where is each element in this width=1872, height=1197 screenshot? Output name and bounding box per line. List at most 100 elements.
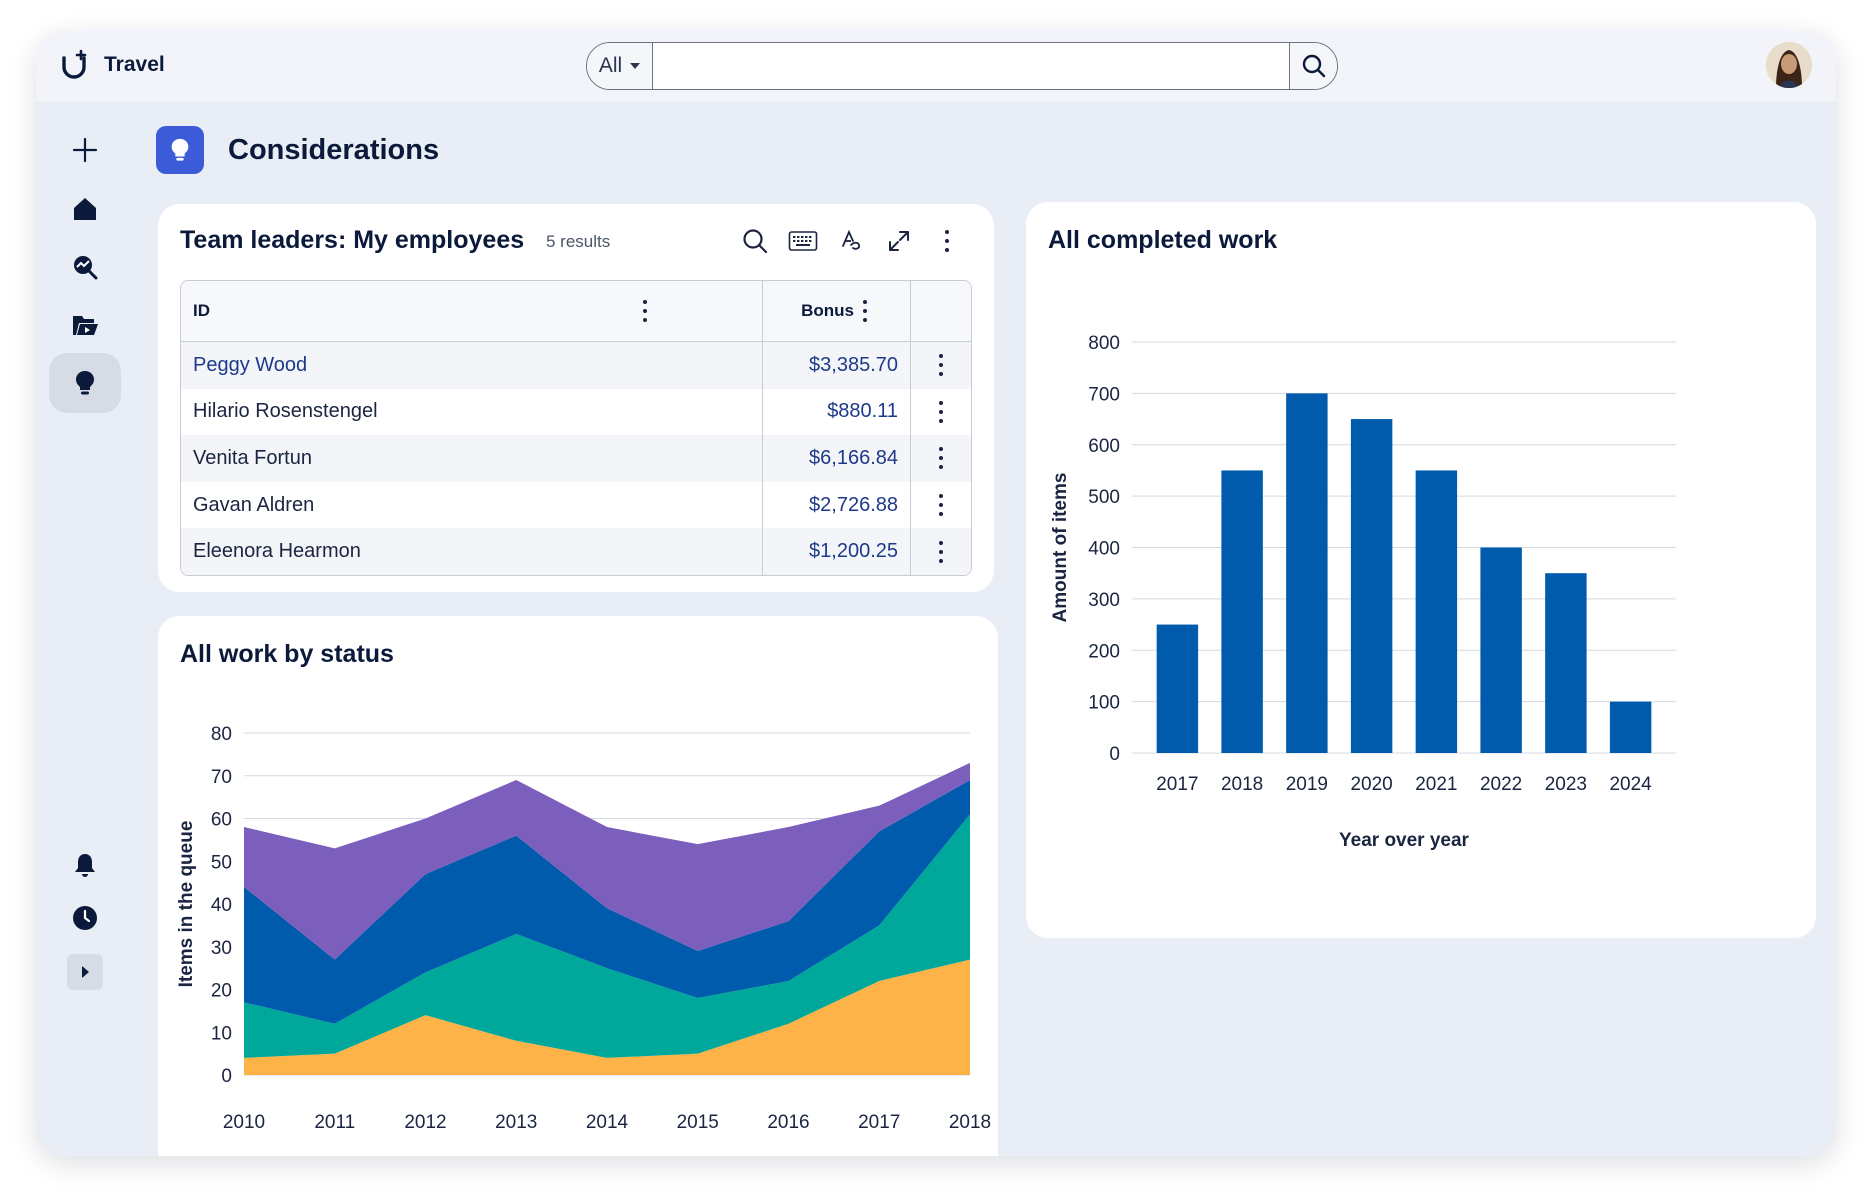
text-assist-icon <box>842 229 861 250</box>
expand-arrows-icon <box>889 231 909 251</box>
y-tick-label: 80 <box>211 724 232 745</box>
fullscreen-button[interactable] <box>882 224 916 258</box>
search-scope-select[interactable]: All <box>587 43 653 89</box>
row-menu-icon[interactable] <box>931 352 951 378</box>
nav-explore[interactable] <box>49 237 121 297</box>
table-row: Venita Fortun $6,166.84 <box>181 435 971 482</box>
search-icon <box>743 229 768 254</box>
y-tick-label: 600 <box>1088 436 1120 457</box>
user-avatar[interactable] <box>1766 42 1812 88</box>
table-search-button[interactable] <box>738 224 772 258</box>
x-tick-label: 2012 <box>404 1112 446 1133</box>
row-actions <box>911 528 971 575</box>
x-tick-label: 2010 <box>223 1112 265 1133</box>
column-header-id[interactable]: ID <box>181 281 763 341</box>
x-tick-label: 2016 <box>767 1112 809 1133</box>
x-tick-label: 2011 <box>314 1112 355 1133</box>
x-tick-label: 2015 <box>677 1112 719 1133</box>
y-tick-label: 400 <box>1088 539 1120 560</box>
x-tick-label: 2023 <box>1545 774 1587 795</box>
column-header-id-label: ID <box>193 301 210 320</box>
bar-chart-title: All completed work <box>1048 226 1278 254</box>
row-menu-icon[interactable] <box>931 492 951 518</box>
table-more-button[interactable] <box>930 224 964 258</box>
column-menu-icon[interactable] <box>635 298 655 324</box>
lightbulb-icon <box>76 371 94 395</box>
work-by-status-card: All work by status 0 10 20 30 40 50 60 70 80 2010… <box>158 616 998 1156</box>
column-header-actions <box>911 281 971 341</box>
nav-expand[interactable] <box>49 942 121 1002</box>
x-tick-label: 2013 <box>495 1112 537 1133</box>
x-tick-label: 2020 <box>1350 774 1392 795</box>
y-tick-label: 60 <box>211 810 232 831</box>
plus-icon <box>72 137 98 163</box>
y-tick-label: 100 <box>1088 693 1120 714</box>
x-axis-label: Year over year <box>1339 830 1470 851</box>
bar <box>1609 701 1652 753</box>
area-chart-title: All work by status <box>180 640 394 668</box>
table-toolbar <box>738 224 964 258</box>
employee-id: Hilario Rosenstengel <box>181 388 763 436</box>
row-menu-icon[interactable] <box>931 539 951 565</box>
nav-considerations[interactable] <box>49 353 121 413</box>
keyboard-button[interactable] <box>786 224 820 258</box>
y-tick-label: 300 <box>1088 590 1120 611</box>
caret-down-icon <box>630 63 641 69</box>
y-tick-label: 0 <box>221 1066 232 1087</box>
x-tick-label: 2018 <box>949 1112 991 1133</box>
app-logo-icon <box>62 49 87 79</box>
row-actions <box>911 435 971 482</box>
table-row: Gavan Aldren $2,726.88 <box>181 481 971 529</box>
search-input[interactable] <box>653 43 1289 89</box>
search-button[interactable] <box>1289 43 1337 89</box>
bar <box>1156 624 1199 753</box>
row-menu-icon[interactable] <box>931 445 951 471</box>
y-axis-label: Amount of items <box>1050 473 1071 623</box>
y-tick-label: 200 <box>1088 641 1120 662</box>
top-bar: Travel All <box>36 30 1836 102</box>
nav-home[interactable] <box>49 179 121 239</box>
accessibility-button[interactable] <box>834 224 868 258</box>
y-tick-label: 40 <box>211 895 232 916</box>
keyboard-icon <box>788 231 818 251</box>
area-series <box>244 762 970 960</box>
employee-id: Venita Fortun <box>181 435 763 482</box>
y-axis-label: Items in the queue <box>176 821 197 988</box>
nav-folders[interactable] <box>49 295 121 355</box>
row-actions <box>911 482 971 529</box>
chevron-right-icon <box>67 954 103 990</box>
lightbulb-icon <box>171 138 189 161</box>
results-count: 5 results <box>546 232 611 251</box>
more-vertical-icon <box>937 228 957 254</box>
employees-table: ID Bonus Peggy Wood $3,385.70 Hilario Ro… <box>180 280 972 576</box>
bell-icon <box>75 854 95 877</box>
nav-add[interactable] <box>49 120 121 180</box>
row-actions <box>911 342 971 389</box>
employee-id: Eleenora Hearmon <box>181 528 763 575</box>
app-name: Travel <box>104 53 165 76</box>
page-title: Considerations <box>228 133 440 166</box>
search-bar: All <box>586 42 1338 90</box>
x-tick-label: 2017 <box>1156 774 1198 795</box>
nav-notifications[interactable] <box>49 835 121 895</box>
nav-recent[interactable] <box>49 888 121 948</box>
table-header: ID Bonus <box>181 281 971 342</box>
employee-bonus: $2,726.88 <box>763 481 911 529</box>
clock-icon <box>73 906 97 930</box>
search-icon <box>1302 54 1325 78</box>
x-tick-label: 2024 <box>1609 774 1652 795</box>
bar <box>1350 419 1393 753</box>
area-series <box>244 780 970 1024</box>
brand[interactable]: Travel <box>58 48 165 82</box>
explore-icon <box>74 256 98 280</box>
user-avatar-image <box>1766 42 1812 88</box>
column-header-bonus[interactable]: Bonus <box>763 281 911 341</box>
row-menu-icon[interactable] <box>931 399 951 425</box>
employee-id-link[interactable]: Peggy Wood <box>181 342 763 389</box>
folder-icon <box>73 316 98 335</box>
x-tick-label: 2019 <box>1286 774 1328 795</box>
bar <box>1415 470 1458 753</box>
column-menu-icon[interactable] <box>855 298 875 324</box>
employee-bonus: $1,200.25 <box>763 528 911 575</box>
x-tick-label: 2014 <box>586 1112 629 1133</box>
